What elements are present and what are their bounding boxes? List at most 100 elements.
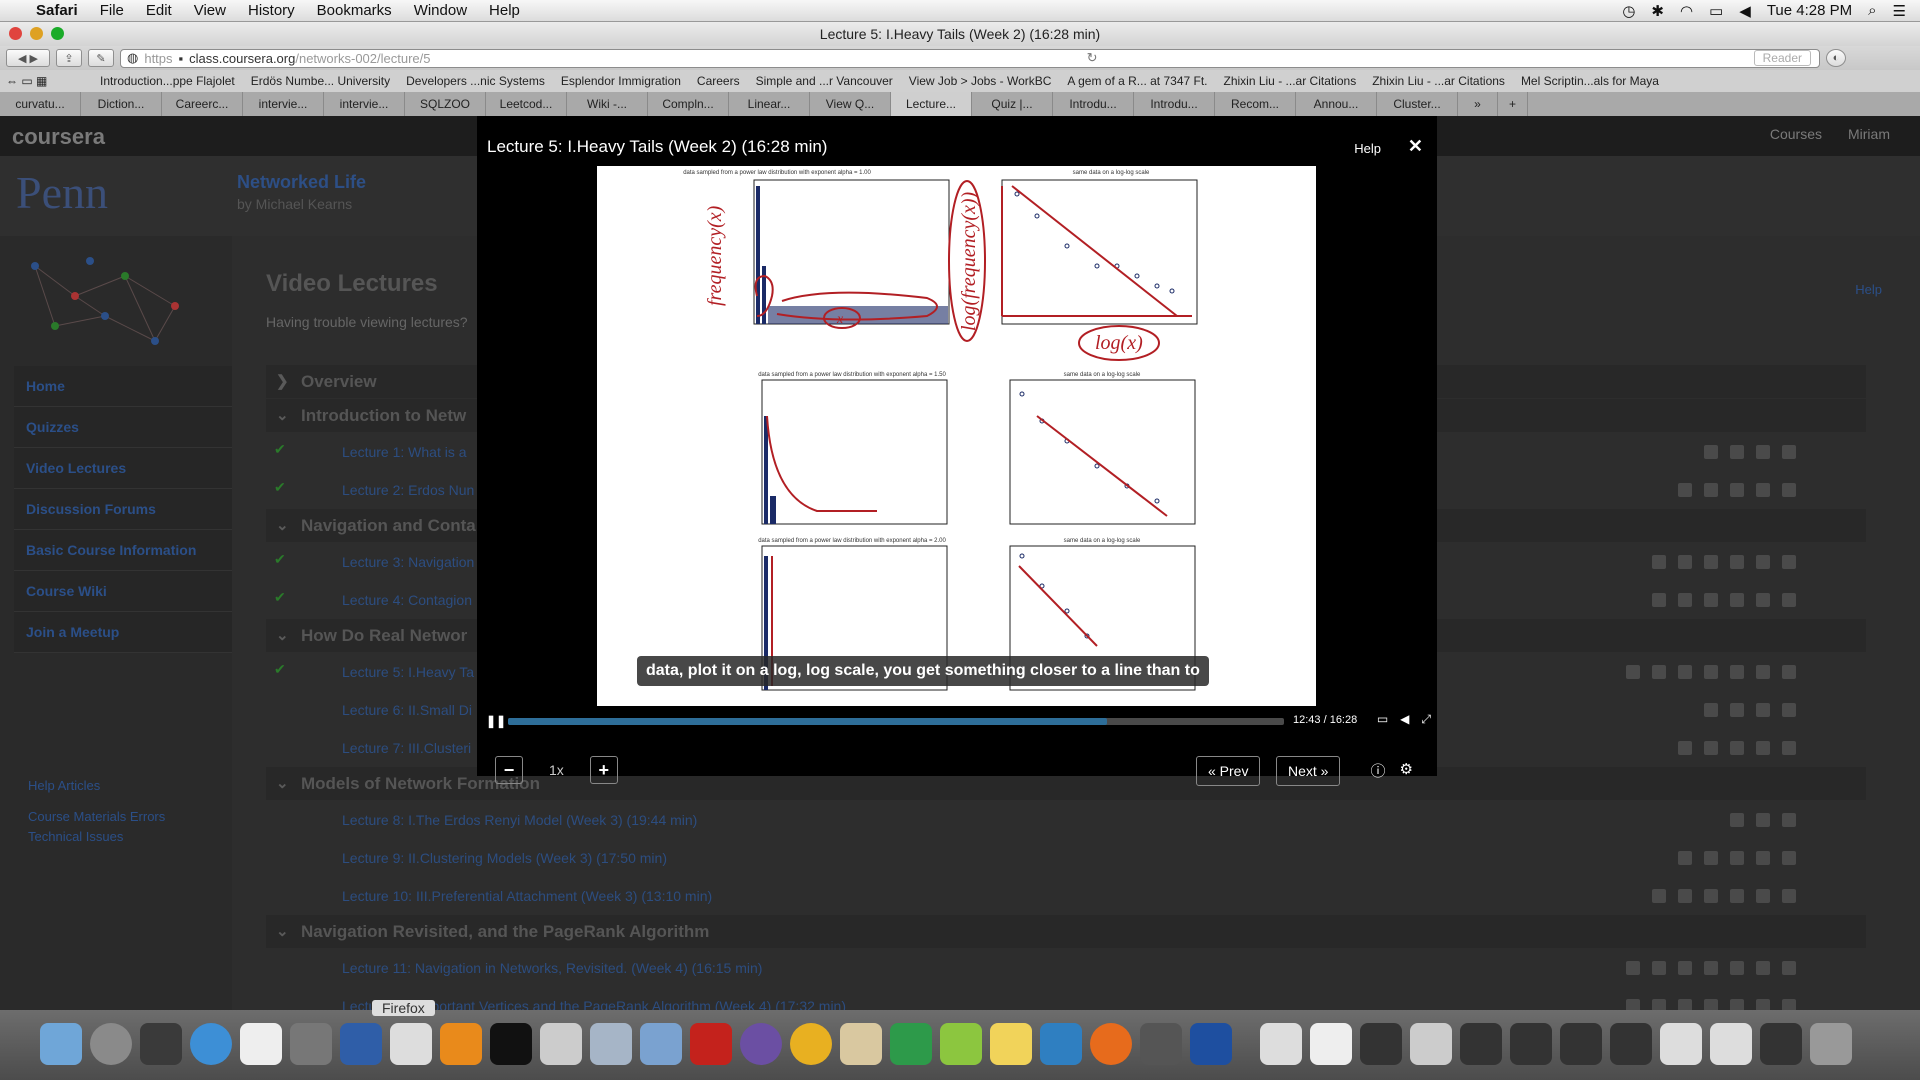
lecture-item[interactable]: ✔ Lecture 5: I.Heavy Ta <box>266 653 1866 691</box>
courses-link[interactable]: Courses <box>1769 126 1822 142</box>
reload-icon[interactable]: ↻ <box>1086 50 1098 65</box>
course-title[interactable]: Networked Life <box>237 172 367 192</box>
slower-button[interactable]: − <box>495 756 523 784</box>
window-thumbnail-icon[interactable] <box>1410 1023 1452 1065</box>
window-thumbnail-icon[interactable] <box>1510 1023 1552 1065</box>
window-thumbnail-icon[interactable] <box>1760 1023 1802 1065</box>
zoom-window-icon[interactable] <box>51 27 64 40</box>
volume-icon[interactable]: ◀ <box>1739 2 1751 20</box>
xcode-icon[interactable] <box>640 1023 682 1065</box>
lecture-item[interactable]: Lecture 9: II.Clustering Models (Week 3)… <box>266 839 1866 877</box>
bookmark-item[interactable]: Mel Scriptin...als for Maya <box>1520 74 1659 88</box>
browser-tab[interactable]: Diction... <box>81 92 162 116</box>
time-machine-icon[interactable]: ◷ <box>1622 2 1636 20</box>
github-icon[interactable] <box>1140 1023 1182 1065</box>
chrome-icon[interactable] <box>790 1023 832 1065</box>
lecture-item[interactable]: ✔ Lecture 2: Erdos Nun <box>266 471 1866 509</box>
audio-app-icon[interactable] <box>1190 1023 1232 1065</box>
python-icon[interactable] <box>990 1023 1032 1065</box>
pause-icon[interactable]: ❚❚ <box>486 714 507 728</box>
safari-icon[interactable] <box>190 1023 232 1065</box>
lecture-resource-icons[interactable] <box>1678 851 1796 865</box>
lecture-resource-icons[interactable] <box>1626 665 1796 679</box>
lecture-resource-icons[interactable] <box>1652 555 1796 569</box>
browser-tab[interactable]: Recom... <box>1215 92 1296 116</box>
bluetooth-icon[interactable]: ✱ <box>1651 2 1664 20</box>
menu-app[interactable]: Safari <box>36 2 78 19</box>
lecture-resource-icons[interactable] <box>1626 961 1796 975</box>
player-help-link[interactable]: Help <box>1354 141 1381 156</box>
browser-tab[interactable]: intervie... <box>243 92 324 116</box>
firefox-icon[interactable] <box>1090 1023 1132 1065</box>
lecture-resource-icons[interactable] <box>1678 483 1796 497</box>
preview-icon[interactable] <box>590 1023 632 1065</box>
bookmark-item[interactable]: Zhixin Liu - ...ar Citations <box>1372 74 1505 88</box>
share-button[interactable]: ⇪ <box>56 49 82 67</box>
menu-file[interactable]: File <box>99 2 124 19</box>
lecture-item[interactable]: Lecture 10: III.Preferential Attachment … <box>266 877 1866 915</box>
wireshark-icon[interactable] <box>1040 1023 1082 1065</box>
lecture-resource-icons[interactable] <box>1652 889 1796 903</box>
window-thumbnail-icon[interactable] <box>1660 1023 1702 1065</box>
lecture-item[interactable]: Lecture 11: Navigation in Networks, Revi… <box>266 949 1866 987</box>
volume-icon[interactable]: ◀ <box>1400 712 1410 726</box>
reader-button[interactable]: Reader <box>1753 50 1811 66</box>
back-forward-button[interactable]: ◀ ▶ <box>6 49 50 67</box>
browser-tab[interactable]: Linear... <box>729 92 810 116</box>
menu-bookmarks[interactable]: Bookmarks <box>316 2 392 19</box>
info-icon[interactable]: ⓘ <box>1370 763 1386 780</box>
bookmark-item[interactable]: Simple and ...r Vancouver <box>755 74 893 88</box>
browser-tab[interactable]: intervie... <box>324 92 405 116</box>
browser-tab[interactable]: View Q... <box>810 92 891 116</box>
lecture-resource-icons[interactable] <box>1730 813 1796 827</box>
textedit-icon[interactable] <box>390 1023 432 1065</box>
utilities-icon[interactable] <box>540 1023 582 1065</box>
browser-tab[interactable]: Careerc... <box>162 92 243 116</box>
browser-tab[interactable]: Wiki -... <box>567 92 648 116</box>
browser-tab-active[interactable]: Lecture... <box>891 92 972 116</box>
mission-control-icon[interactable] <box>140 1023 182 1065</box>
window-thumbnail-icon[interactable] <box>1360 1023 1402 1065</box>
bookmark-item[interactable]: Developers ...nic Systems <box>406 74 545 88</box>
document-icon[interactable] <box>1310 1023 1352 1065</box>
word-icon[interactable] <box>340 1023 382 1065</box>
bookmark-item[interactable]: Erdös Numbe... University <box>250 74 391 88</box>
sidebar-item-course-wiki[interactable]: Course Wiki <box>14 571 232 612</box>
browser-tab[interactable]: SQLZOO <box>405 92 486 116</box>
downloads-button[interactable]: ◐ <box>1826 49 1846 67</box>
window-thumbnail-icon[interactable] <box>1460 1023 1502 1065</box>
terminal-icon[interactable] <box>490 1023 532 1065</box>
more-tabs-icon[interactable]: » <box>1458 92 1498 116</box>
faster-button[interactable]: + <box>589 756 618 784</box>
excel-icon[interactable] <box>890 1023 932 1065</box>
browser-tab[interactable]: Introdu... <box>1053 92 1134 116</box>
fullscreen-icon[interactable]: ⤢ <box>1421 712 1431 726</box>
coursera-logo[interactable]: coursera <box>12 124 105 149</box>
flag-icon[interactable]: ▭ <box>1709 2 1724 20</box>
help-link[interactable]: Help <box>1855 282 1882 297</box>
next-button[interactable]: Next » <box>1276 756 1341 786</box>
browser-tab[interactable]: curvatu... <box>0 92 81 116</box>
close-icon[interactable]: ✕ <box>1407 136 1423 156</box>
bookmark-item[interactable]: View Job > Jobs - WorkBC <box>908 74 1052 88</box>
app-icon[interactable] <box>940 1023 982 1065</box>
new-tab-icon[interactable]: + <box>1498 92 1528 116</box>
bookmark-item[interactable]: Introduction...ppe Flajolet <box>100 74 235 88</box>
system-preferences-icon[interactable] <box>290 1023 332 1065</box>
video-frame[interactable]: data sampled from a power law distributi… <box>597 166 1316 706</box>
progress-bar[interactable] <box>508 718 1284 725</box>
reading-list-icon[interactable]: ⇔ ▭ ▦ <box>6 74 48 88</box>
settings-icon[interactable]: ⚙ <box>1399 761 1413 778</box>
technical-issues-link[interactable]: Technical Issues <box>28 829 124 844</box>
lecture-resource-icons[interactable] <box>1704 445 1796 459</box>
acrobat-icon[interactable] <box>690 1023 732 1065</box>
extension-button[interactable]: ✎ <box>88 49 114 67</box>
minimize-window-icon[interactable] <box>30 27 43 40</box>
clock[interactable]: Tue 4:28 PM <box>1766 2 1853 19</box>
browser-tab[interactable]: Cluster... <box>1377 92 1458 116</box>
lecture-item[interactable]: ✔ Lecture 4: Contagion <box>266 581 1866 619</box>
window-thumbnail-icon[interactable] <box>1710 1023 1752 1065</box>
menu-history[interactable]: History <box>247 2 295 19</box>
help-articles-link[interactable]: Help Articles <box>28 778 101 793</box>
notifications-icon[interactable]: ☰ <box>1892 2 1906 20</box>
